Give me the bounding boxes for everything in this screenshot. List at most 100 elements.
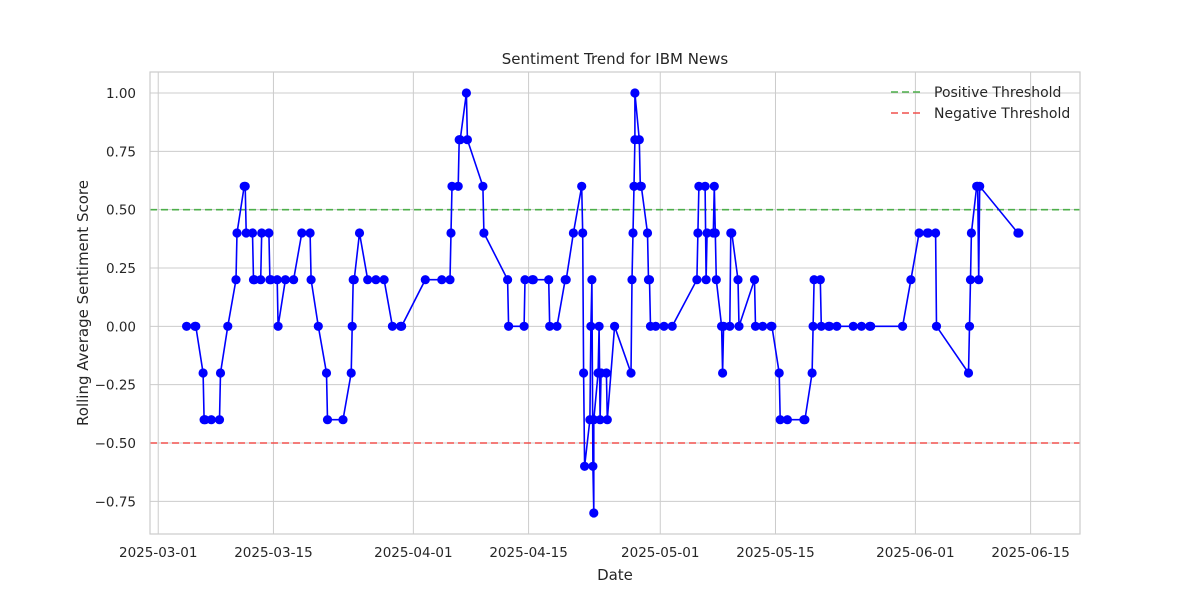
data-point: [445, 275, 455, 285]
data-point: [397, 321, 407, 331]
data-point: [629, 181, 639, 191]
data-point: [322, 415, 333, 425]
data-point: [191, 321, 201, 331]
data-point: [306, 275, 316, 285]
data-point: [289, 275, 299, 285]
data-point: [587, 275, 597, 285]
data-point: [963, 368, 974, 378]
data-point: [182, 321, 192, 331]
legend: Positive Threshold Negative Threshold: [891, 85, 1070, 122]
y-tick-label: −0.50: [95, 436, 136, 452]
data-point: [634, 135, 644, 145]
data-point: [750, 321, 761, 331]
data-point: [856, 321, 867, 331]
y-tick-label: 0.25: [106, 261, 136, 277]
data-point: [718, 368, 728, 378]
data-point: [816, 321, 826, 331]
legend-label: Positive Threshold: [934, 85, 1061, 101]
data-point: [580, 461, 590, 471]
data-point: [349, 275, 359, 285]
data-point: [347, 321, 357, 331]
data-point: [446, 228, 456, 238]
data-point: [832, 321, 842, 331]
data-point: [974, 275, 984, 285]
data-point: [782, 415, 793, 425]
x-tick-label: 2025-04-15: [489, 545, 567, 561]
data-point: [906, 275, 916, 285]
data-point: [636, 181, 646, 191]
data-point: [453, 181, 463, 191]
data-point: [727, 228, 737, 238]
data-point: [733, 275, 743, 285]
data-point: [898, 321, 908, 331]
data-point: [825, 321, 835, 331]
threshold-lines: [150, 208, 1080, 444]
data-point: [478, 181, 488, 191]
y-axis-label: Rolling Average Sentiment Score: [74, 180, 92, 426]
data-point: [297, 228, 307, 238]
data-point: [249, 275, 259, 285]
data-point: [709, 181, 719, 191]
data-point: [807, 368, 817, 378]
data-point: [266, 275, 276, 285]
data-point: [594, 321, 604, 331]
data-point: [231, 275, 241, 285]
data-point: [964, 321, 975, 331]
data-point: [710, 228, 720, 238]
data-point: [1014, 228, 1024, 238]
x-tick-label: 2025-06-15: [991, 545, 1069, 561]
data-point: [659, 321, 669, 331]
data-point: [923, 228, 933, 238]
data-point: [520, 275, 530, 285]
data-point: [630, 88, 640, 98]
data-point: [223, 321, 233, 331]
x-tick-label: 2025-05-15: [736, 545, 814, 561]
data-point: [437, 275, 447, 285]
data-point: [586, 321, 596, 331]
data-point: [519, 321, 529, 331]
data-point: [241, 228, 251, 238]
data-point: [568, 228, 579, 238]
data-point: [693, 228, 703, 238]
data-point: [240, 181, 250, 191]
y-tick-label: 0.75: [106, 144, 136, 160]
data-point: [552, 321, 562, 331]
x-tick-label: 2025-03-15: [234, 545, 312, 561]
data-point: [965, 275, 976, 285]
data-point: [579, 368, 589, 378]
data-point: [528, 275, 538, 285]
data-point: [545, 321, 555, 331]
data-point: [602, 415, 612, 425]
data-point: [561, 275, 571, 285]
data-point: [338, 415, 348, 425]
x-tick-label: 2025-06-01: [876, 545, 954, 561]
data-point: [651, 321, 661, 331]
data-point: [815, 275, 825, 285]
x-tick-labels: 2025-03-01 2025-03-15 2025-04-01 2025-04-15…: [119, 545, 1070, 561]
data-point: [701, 275, 711, 285]
data-point: [700, 181, 710, 191]
data-point: [280, 275, 290, 285]
data-point: [595, 415, 605, 425]
data-point: [774, 368, 784, 378]
plot-frame: [149, 71, 1081, 535]
y-tick-label: 1.00: [106, 86, 136, 102]
data-point: [966, 228, 977, 238]
data-point: [931, 321, 942, 331]
data-point: [589, 415, 599, 425]
x-axis-label: Date: [597, 566, 633, 584]
data-point: [601, 368, 612, 378]
y-tick-labels: −0.75 −0.50 −0.25 0.00 0.25 0.50 0.75 1.00: [95, 86, 136, 510]
y-tick-label: −0.75: [95, 494, 136, 510]
data-point: [848, 321, 858, 331]
data-point: [758, 321, 768, 331]
data-point: [544, 275, 554, 285]
data-point: [642, 228, 653, 238]
data-point: [667, 321, 677, 331]
data-point: [256, 275, 266, 285]
data-point: [504, 321, 514, 331]
sentiment-markers: [182, 88, 1024, 518]
data-point: [215, 368, 226, 378]
data-point: [800, 415, 810, 425]
data-point: [808, 321, 818, 331]
